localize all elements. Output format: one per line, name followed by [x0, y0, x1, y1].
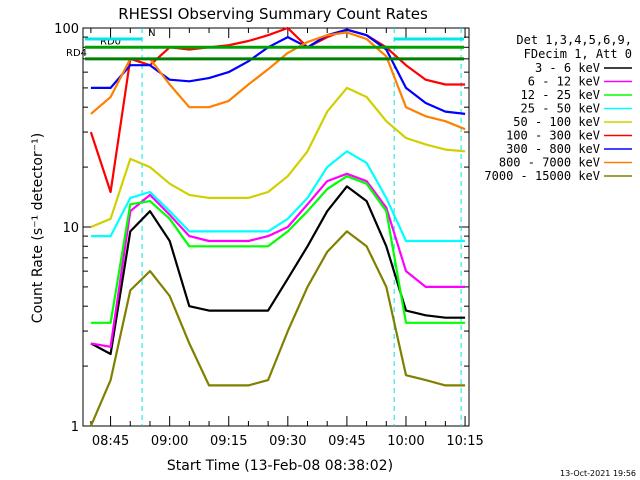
y-tick-label: 1 — [71, 420, 79, 435]
series-line — [90, 86, 466, 229]
y-tick-label: 100 — [54, 22, 79, 37]
x-tick-label: 09:15 — [210, 434, 247, 449]
legend-entry-label: 300 - 800 keV — [506, 142, 600, 156]
series-line — [90, 28, 466, 115]
legend-entry-label: 100 - 300 keV — [506, 129, 600, 143]
legend-entry-label: 50 - 100 keV — [513, 115, 600, 129]
series-line — [90, 150, 466, 243]
legend-entry-label: 7000 - 15000 keV — [484, 169, 600, 183]
series-line — [90, 175, 466, 324]
y-tick-label: 10 — [62, 221, 79, 236]
x-tick-label: 08:45 — [92, 434, 129, 449]
legend-header-line-2: FDecim 1, Att 0 — [524, 47, 632, 61]
x-tick-label: 09:30 — [269, 434, 306, 449]
vertical-markers — [141, 28, 462, 426]
legend-entry-label: 12 - 25 keV — [521, 88, 600, 102]
legend-entry-label: 800 - 7000 keV — [499, 156, 600, 170]
x-tick-label: 09:45 — [328, 434, 365, 449]
y-axis-label: Count Rate (s⁻¹ detector⁻¹) — [30, 133, 46, 323]
series-line — [89, 230, 466, 427]
legend: Det 1,3,4,5,6,9, FDecim 1, Att 0 3 - 6 k… — [484, 33, 632, 183]
legend-entry-label: 25 - 50 keV — [521, 102, 600, 116]
chart-title: RHESSI Observing Summary Count Rates — [118, 5, 428, 23]
timestamp-label: 13-Oct-2021 19:56 — [560, 469, 636, 478]
x-tick-label: 10:00 — [387, 434, 424, 449]
flag-label: RD0 — [100, 36, 121, 47]
flag-label: N — [148, 28, 155, 39]
legend-entry-label: 3 - 6 keV — [535, 61, 600, 75]
series-line — [90, 172, 466, 348]
legend-entry-label: 6 - 12 keV — [528, 75, 600, 89]
flag-label: RD4 — [66, 48, 87, 59]
x-axis: 08:45 09:00 09:15 09:30 09:45 10:00 10:15 — [90, 28, 484, 449]
series-line — [90, 31, 466, 131]
x-tick-label: 10:15 — [446, 434, 483, 449]
legend-header-line-1: Det 1,3,4,5,6,9, — [516, 33, 632, 47]
flag-bars: RD0 RD4 N — [66, 28, 464, 61]
series-lines — [89, 26, 466, 427]
x-tick-label: 09:00 — [151, 434, 188, 449]
x-axis-label: Start Time (13-Feb-08 08:38:02) — [167, 458, 393, 474]
